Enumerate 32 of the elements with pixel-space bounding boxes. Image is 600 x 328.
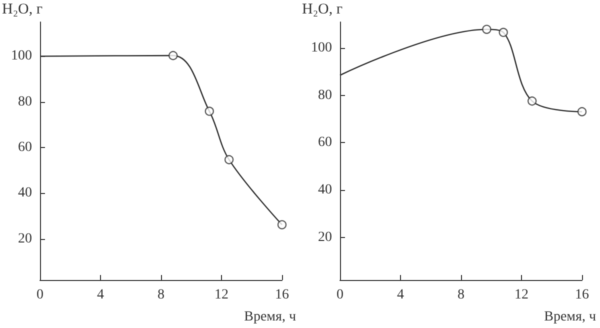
y-tick-label: 80 bbox=[18, 94, 32, 110]
x-tick-label: 4 bbox=[97, 288, 104, 302]
point bbox=[204, 106, 214, 116]
y-axis-title: H₂O, г bbox=[302, 2, 343, 18]
point bbox=[482, 24, 492, 34]
y-tick-label: 20 bbox=[18, 231, 32, 246]
x-tick-label: 16 bbox=[275, 288, 289, 302]
y-tick-label: 40 bbox=[318, 182, 332, 198]
y-tick-label: 100 bbox=[311, 40, 332, 56]
point bbox=[224, 155, 234, 164]
x-tick-label: 8 bbox=[158, 288, 164, 302]
y-tick-label: 60 bbox=[18, 140, 32, 156]
x-tick-label: 0 bbox=[336, 288, 344, 302]
x-tick-label: 4 bbox=[397, 288, 404, 302]
point bbox=[577, 107, 587, 116]
y-tick-label: 20 bbox=[318, 230, 332, 245]
x-tick-label: 16 bbox=[575, 288, 589, 302]
point bbox=[527, 96, 537, 106]
x-tick-label: 0 bbox=[36, 288, 44, 302]
x-tick-label: 12 bbox=[514, 288, 528, 302]
x-tick-label: 8 bbox=[458, 288, 464, 302]
y-axis-title: H₂O, г bbox=[2, 2, 43, 18]
y-tick-label: 100 bbox=[11, 48, 32, 64]
y-tick-label: 60 bbox=[318, 135, 332, 150]
point bbox=[277, 220, 287, 230]
point bbox=[168, 50, 178, 60]
y-tick-label: 80 bbox=[318, 88, 332, 103]
y-tick-label: 40 bbox=[18, 186, 32, 201]
point bbox=[498, 28, 508, 38]
x-axis-title: Время, ч bbox=[544, 310, 596, 324]
x-tick-label: 12 bbox=[214, 288, 228, 302]
x-axis-title: Время, ч bbox=[244, 310, 296, 324]
